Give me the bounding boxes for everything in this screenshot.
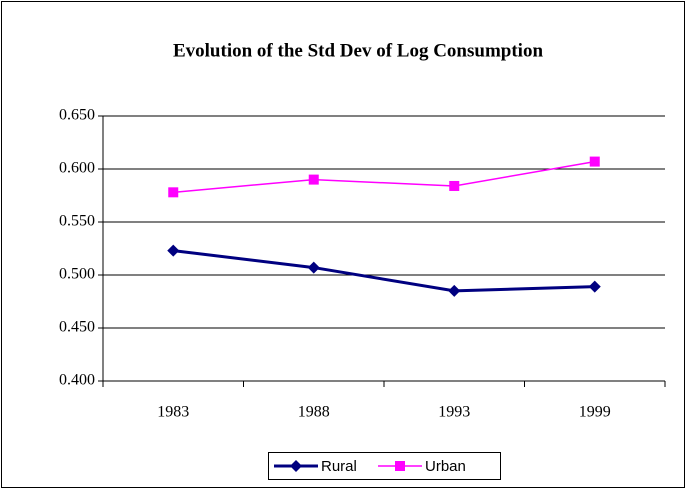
point bbox=[167, 244, 180, 257]
x-tick-label: 1999 bbox=[579, 404, 611, 421]
chart-title: Evolution of the Std Dev of Log Consumpt… bbox=[173, 40, 543, 61]
point bbox=[308, 174, 319, 185]
x-tick-label: 1988 bbox=[298, 404, 330, 421]
legend-label: Urban bbox=[425, 458, 466, 475]
point bbox=[307, 261, 320, 274]
y-tick-label: 0.400 bbox=[59, 372, 95, 389]
series-line bbox=[173, 249, 595, 293]
y-tick-label: 0.450 bbox=[59, 319, 95, 336]
legend-marker bbox=[290, 460, 302, 472]
point bbox=[168, 187, 179, 198]
y-tick-label: 0.600 bbox=[59, 160, 95, 177]
y-tick-label: 0.500 bbox=[59, 266, 95, 283]
legend-marker bbox=[395, 461, 405, 471]
point bbox=[448, 284, 461, 297]
point bbox=[449, 180, 460, 191]
series-line bbox=[173, 160, 595, 194]
legend-label: Rural bbox=[321, 458, 357, 475]
point bbox=[589, 156, 600, 167]
point bbox=[588, 280, 601, 293]
y-tick-label: 0.650 bbox=[59, 107, 95, 124]
x-tick-label: 1983 bbox=[157, 404, 189, 421]
y-tick-label: 0.550 bbox=[59, 213, 95, 230]
x-tick-label: 1993 bbox=[438, 404, 470, 421]
